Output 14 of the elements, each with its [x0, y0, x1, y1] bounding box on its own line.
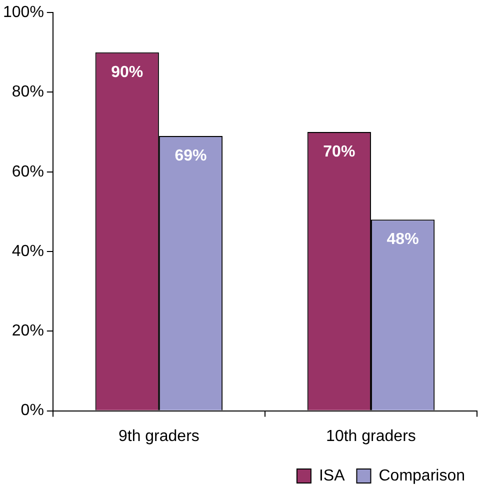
data-label: 70% [323, 143, 356, 160]
y-tick-label: 80% [12, 84, 44, 101]
legend-label: ISA [318, 467, 346, 484]
y-tick-label: 40% [12, 242, 44, 260]
data-label: 90% [111, 64, 144, 81]
data-label: 48% [386, 231, 419, 248]
x-tick-label: 10th graders [326, 428, 416, 445]
y-tick-label: 60% [12, 163, 44, 180]
legend-label: Comparison [378, 467, 466, 484]
y-tick-label: 100% [3, 4, 44, 22]
data-label: 69% [174, 147, 207, 164]
y-tick-label: 20% [12, 322, 44, 340]
y-tick-label: 0% [20, 402, 44, 420]
x-tick-label: 9th graders [118, 428, 200, 445]
